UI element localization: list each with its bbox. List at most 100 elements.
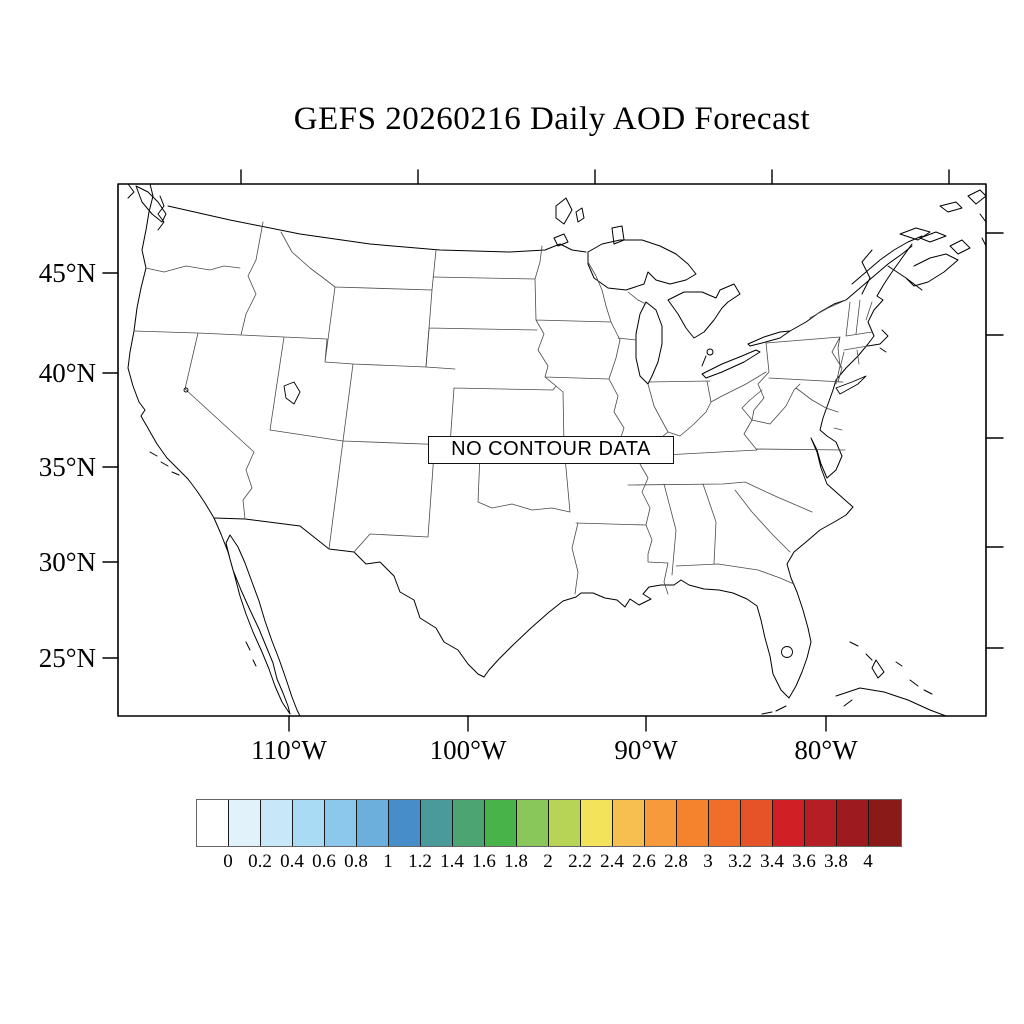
- colorbar-tick-label-3.4: 3.4: [760, 851, 784, 872]
- colorbar-cell-19: [805, 800, 837, 846]
- colorbar-tick-label-0.4: 0.4: [280, 851, 304, 872]
- st-lawrence-north-shore: [851, 235, 923, 285]
- colorbar-tick-label-1: 1: [383, 851, 393, 872]
- nova-scotia: [887, 253, 959, 291]
- no-contour-data-badge: NO CONTOUR DATA: [428, 436, 674, 464]
- colorbar-cell-16: [709, 800, 741, 846]
- colorbar-tick-label-2.8: 2.8: [664, 851, 688, 872]
- colorbar-cell-5: [357, 800, 389, 846]
- maine-canada-border: [861, 249, 873, 295]
- colorbar-cell-1: [229, 800, 261, 846]
- map-frame: [117, 183, 987, 717]
- channel-islands: [149, 451, 180, 476]
- colorbar-tick-label-1.4: 1.4: [440, 851, 464, 872]
- colorbar-cell-6: [389, 800, 421, 846]
- bahamas: [849, 641, 933, 695]
- pacific-coast: [127, 183, 301, 717]
- figure-title: GEFS 20260216 Daily AOD Forecast: [293, 101, 811, 137]
- colorbar-tick-label-3: 3: [703, 851, 713, 872]
- colorbar-tick-label-0.8: 0.8: [344, 851, 368, 872]
- colorbar-cell-3: [293, 800, 325, 846]
- colorbar-cell-15: [677, 800, 709, 846]
- lat-label-40n: 40°N: [38, 358, 96, 388]
- detroit-river: [701, 355, 707, 367]
- gulf-st-lawrence-islands: [939, 189, 987, 247]
- colorbar-tick-label-2: 2: [543, 851, 553, 872]
- lat-label-25n: 25°N: [38, 643, 96, 673]
- state-borders-midwest: [587, 261, 712, 453]
- colorbar-tick-label-2.2: 2.2: [568, 851, 592, 872]
- canada-lakes: [553, 197, 625, 247]
- colorbar-cell-21: [869, 800, 901, 846]
- colorbar-tick-labels: 0 0.2 0.4 0.6 0.8 1 1.2 1.4 1.6 1.8 2 2.2 2.4 2.6 2.8 3…: [196, 851, 900, 875]
- colorbar-cell-18: [773, 800, 805, 846]
- lake-michigan: [635, 301, 663, 385]
- lake-ontario: [747, 330, 791, 347]
- lake-tahoe: [183, 387, 189, 393]
- colorbar-tick-label-0.6: 0.6: [312, 851, 336, 872]
- colorbar-cell-12: [581, 800, 613, 846]
- lake-okeechobee: [781, 646, 793, 658]
- gulf-california-islands: [245, 641, 257, 667]
- state-borders: [133, 221, 873, 595]
- colorbar-tick-label-3.2: 3.2: [728, 851, 752, 872]
- colorbar-tick-label-4: 4: [863, 851, 873, 872]
- lat-label-30n: 30°N: [38, 547, 96, 577]
- gaspe-peninsula: [899, 227, 931, 241]
- state-borders-plains: [353, 245, 612, 553]
- great-lakes: [587, 239, 791, 385]
- coastline: [127, 183, 913, 717]
- atlantic-gulf-coast: [483, 243, 913, 699]
- long-island: [835, 375, 867, 395]
- colorbar-tick-label-2.6: 2.6: [632, 851, 656, 872]
- cuba: [835, 687, 947, 717]
- inland-lakes: [183, 329, 889, 658]
- colorbar-cell-10: [517, 800, 549, 846]
- lon-label-90w: 90°W: [614, 735, 678, 765]
- prince-edward-island: [919, 231, 947, 243]
- lake-nipigon: [611, 225, 625, 245]
- lake-st-clair: [706, 348, 714, 356]
- lake-winnipeg: [555, 197, 585, 225]
- colorbar-cell-17: [741, 800, 773, 846]
- cape-cod: [867, 329, 889, 353]
- colorbar-cell-14: [645, 800, 677, 846]
- colorbar-cell-4: [325, 800, 357, 846]
- axis-ticks: [102, 169, 1004, 732]
- lake-of-the-woods: [553, 233, 569, 247]
- left-latitude-ticks: [102, 272, 119, 659]
- canada-border: [167, 205, 587, 253]
- colorbar-cell-7: [421, 800, 453, 846]
- lat-label-45n: 45°N: [38, 258, 96, 288]
- great-salt-lake: [283, 381, 301, 405]
- colorbar-cell-9: [485, 800, 517, 846]
- florida-keys: [761, 705, 787, 715]
- colorbar-cell-20: [837, 800, 869, 846]
- colorbar-cell-11: [549, 800, 581, 846]
- colorbar-tick-label-1.2: 1.2: [408, 851, 432, 872]
- cape-breton: [949, 239, 971, 255]
- vancouver-island: [127, 183, 167, 231]
- lat-label-35n: 35°N: [38, 452, 96, 482]
- lake-superior: [587, 239, 697, 291]
- colorbar-cell-8: [453, 800, 485, 846]
- canada-northeast: [789, 189, 987, 332]
- mexico-border: [213, 517, 485, 678]
- colorbar-tick-label-0: 0: [223, 851, 233, 872]
- bottom-longitude-ticks: [288, 715, 827, 732]
- colorbar-tick-label-3.6: 3.6: [792, 851, 816, 872]
- state-borders-south: [562, 371, 846, 595]
- lon-label-80w: 80°W: [794, 735, 858, 765]
- st-lawrence-south-shore: [789, 245, 913, 332]
- colorbar-tick-label-2.4: 2.4: [600, 851, 624, 872]
- colorbar: [196, 799, 902, 847]
- right-latitude-ticks: [985, 232, 1004, 649]
- lon-label-110w: 110°W: [251, 735, 327, 765]
- state-borders-west: [133, 221, 456, 550]
- colorbar-tick-label-1.8: 1.8: [504, 851, 528, 872]
- caribbean-islands: [245, 641, 947, 717]
- lake-huron: [667, 283, 741, 339]
- lake-erie: [701, 349, 761, 379]
